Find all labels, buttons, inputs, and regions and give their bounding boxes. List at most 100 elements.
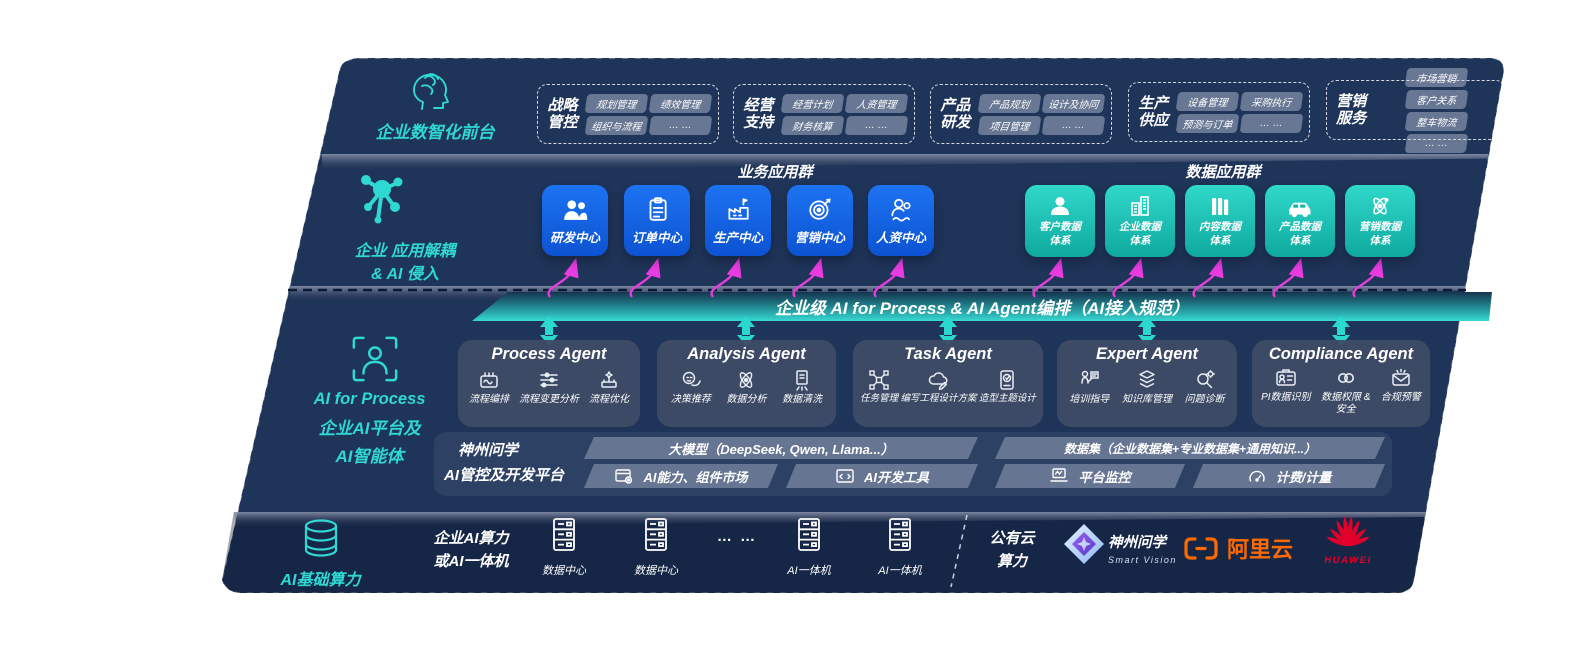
orchestration-bar-label: 企业级 AI for Process & AI Agent编排（AI接入规范） [774,298,1190,318]
person-icon [1051,197,1069,216]
server-icon [553,518,575,551]
agent-item-label: 数据权限 & 安全 [1320,392,1371,415]
huawei-flower-icon [1326,516,1370,547]
dev-tools-icon [835,466,855,486]
agent-card-process: Process Agent 流程编排 流程变更分析 流程优化 [458,340,640,427]
flow-optimize-icon [601,371,617,388]
agent-item-label: 知识库管理 [1121,394,1172,405]
smartvision-logo-text: 神州问学 Smart Vision [1108,531,1204,565]
clipboard-icon [649,196,667,221]
group-chip: 绩效管理 [648,93,713,113]
billing-cell-label: 计费/计量 [1275,469,1332,485]
agent-item-label: 编写工程设计方案 [900,393,977,404]
public-cloud-line1: 公有云 [989,530,1035,547]
app-box-marketing-center: 营销中心 [787,185,853,256]
huawei-logo-text: HUAWEI [1324,555,1372,566]
hr-people-icon [891,198,911,222]
theme-tablet-icon [1000,370,1015,390]
building-icon [1131,196,1149,217]
group-chip: 整车物流 [1404,111,1468,131]
ai-platform-label-line1: AI for Process [313,390,426,408]
agent-item-label: 流程优化 [589,394,629,405]
dev-platform-label-line1: 神州问学 [458,442,519,459]
dev-platform-label: 神州问学 AI管控及开发平台 [444,439,604,485]
gauge-icon [1247,466,1267,486]
agent-title: Analysis Agent [687,345,806,363]
huawei-logo: HUAWEI [1318,513,1378,566]
app-box-label: 订单中心 [631,230,682,245]
group-name: 营销服务 [1336,92,1367,127]
database-icon [298,517,344,563]
infrastructure-label: AI基础算力 [280,572,361,589]
data-box-label: 产品数据体系 [1279,221,1321,247]
node-label: AI一体机 [787,565,831,577]
capability-market-cell: AI能力、组件市场 [584,464,778,488]
capability-cell-label: AI能力、组件市场 [643,469,748,485]
group-chip: 预测与订单 [1175,113,1240,133]
compute-line2: 或AI一体机 [433,552,509,570]
group-chip: 经营计划 [780,93,845,113]
app-box-label: 营销中心 [794,230,845,245]
public-cloud-line2: 算力 [996,552,1027,570]
group-chip: … … [1041,115,1106,135]
training-icon [1081,370,1100,384]
smartvision-sub: Smart Vision [1108,555,1177,565]
aliyun-bracket-icon [1184,536,1218,560]
smartvision-logo-icon [1062,522,1106,566]
monitor-cell-label: 平台监控 [1078,469,1131,485]
agent-title: Process Agent [491,345,607,363]
group-chip: … … [1404,133,1468,153]
diagnosis-icon [1196,370,1215,389]
atom-icon [1373,197,1389,215]
agent-item-label: 造型主题设计 [978,393,1036,404]
app-box-label: 人资中心 [875,230,926,245]
agent-item-label: 合规预警 [1380,392,1421,403]
laptop-monitor-icon [1049,466,1069,486]
data-clean-icon [796,370,808,391]
knowledge-layers-icon [1139,370,1155,388]
front-group-operation: 经营支持 经营计划 人资管理 财务核算 … … [733,84,915,144]
decouple-label-line2: & AI 侵入 [371,266,439,284]
flow-change-icon [540,372,558,388]
group-chip: 财务核算 [780,115,845,135]
group-name: 产品研发 [940,96,971,131]
group-chip: … … [648,115,713,135]
orchestration-bar-shape [472,292,1492,321]
smartvision-name: 神州问学 [1108,535,1166,551]
node-datacenter-1: 数据中心 [529,516,599,578]
agent-item-label: 数据清洗 [782,394,823,405]
agent-item-label: 问题诊断 [1184,394,1225,405]
public-cloud-label: 公有云 算力 [974,528,1050,573]
target-icon [809,197,831,220]
aliyun-logo-text: 阿里云 [1227,537,1294,562]
car-icon [1289,203,1311,218]
band-separator-1 [321,154,1489,171]
front-group-strategy: 战略管控 规划管理 绩效管理 组织与流程 … … [537,84,719,144]
agent-item-label: 培训指导 [1069,394,1110,405]
group-chip: … … [1239,113,1304,133]
data-box-product: 产品数据体系 [1265,185,1335,257]
cloud-design-icon [929,372,948,391]
agent-title: Compliance Agent [1268,345,1414,363]
group-chip: 市场营销 [1404,67,1468,87]
compute-line1: 企业AI算力 [433,530,509,547]
app-box-label: 生产中心 [712,230,763,245]
billing-cell: 计费/计量 [1193,464,1385,488]
permission-rings-icon [1337,373,1354,383]
agent-item-label: 流程编排 [469,394,509,405]
data-box-label: 企业数据体系 [1119,221,1161,247]
front-group-product: 产品研发 产品规划 设计及协同 项目管理 … … [930,84,1112,144]
agent-item-label: 决策推荐 [670,394,711,405]
group-chip: 客户关系 [1404,89,1468,109]
agent-item-label: 流程变更分析 [519,394,579,405]
node-ai-appliance-2: AI一体机 [865,516,935,578]
node-ai-appliance-1: AI一体机 [774,516,844,578]
group-chip: 规划管理 [584,93,649,113]
agent-title: Expert Agent [1095,345,1199,363]
magenta-arrows [547,257,1384,298]
group-chip: … … [844,115,909,135]
node-label: 数据中心 [542,565,586,577]
data-box-customer: 客户数据体系 [1025,185,1095,257]
factory-icon [728,197,749,220]
